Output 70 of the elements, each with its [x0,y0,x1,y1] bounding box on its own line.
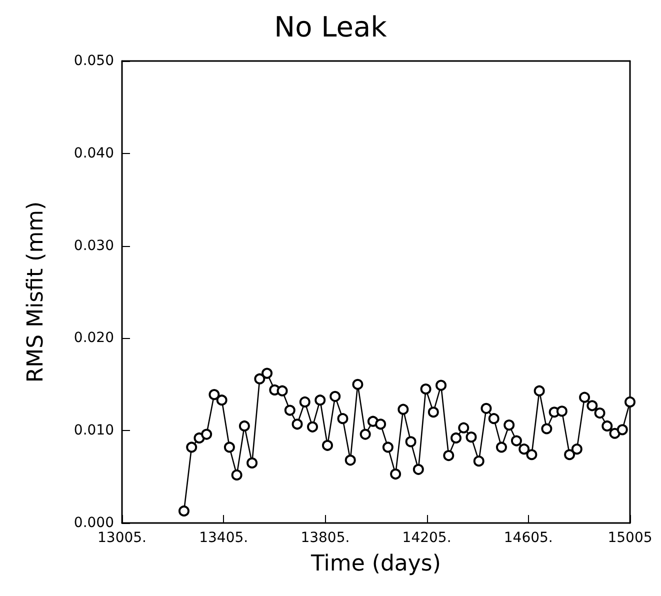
x-tick-label: 15005 [608,530,652,546]
y-axis-title: RMS Misfit (mm) [24,201,48,383]
point [602,420,613,432]
point [510,435,522,446]
point [428,406,439,418]
point [292,418,303,430]
point [208,389,220,400]
x-tick-label: 14605. [504,530,553,546]
point [322,440,333,451]
point [579,392,590,403]
point [466,432,477,443]
point [450,432,462,444]
point [586,400,598,412]
point [299,396,310,408]
point [382,442,394,453]
y-tick-label: 0.020 [74,330,114,346]
point [352,378,364,390]
point [526,449,538,460]
point [398,404,409,415]
point [571,444,582,455]
point [541,423,552,434]
point [405,436,416,448]
point [246,457,258,468]
y-tick-label: 0.010 [74,422,114,439]
x-tick-label: 14205. [402,530,452,546]
point [307,421,318,432]
point [420,384,432,395]
point [344,454,356,466]
point [436,380,447,391]
point [443,450,454,462]
point [201,428,212,440]
point [534,385,545,396]
point [594,408,606,419]
chart-title: No Leak [274,10,388,44]
point [330,390,341,402]
point [616,424,628,436]
point [624,396,636,408]
point [412,464,424,475]
x-tick-label: 13005. [98,530,146,546]
point [178,505,190,516]
point [186,442,198,453]
y-tick-label: 0.000 [74,515,114,531]
point [224,442,235,453]
point [231,469,242,480]
point [480,402,492,414]
y-tick-label: 0.050 [74,53,114,69]
point [276,385,288,396]
point [564,449,576,460]
x-tick-label: 13805. [300,530,350,546]
point [458,422,470,434]
x-axis-title: Time (days) [310,552,441,576]
x-tick-label: 13405. [199,530,248,546]
point [262,368,273,379]
point [375,418,386,430]
point [238,420,250,432]
point [496,442,507,453]
point [284,404,296,416]
point [314,394,326,406]
point [360,428,371,440]
point [488,413,500,424]
y-tick-label: 0.030 [74,238,114,254]
point [473,456,484,467]
point [518,444,530,455]
point [504,420,515,431]
point [556,406,568,417]
point [254,373,266,384]
point [390,468,402,480]
point [216,394,228,406]
y-tick-label: 0.040 [74,145,114,162]
point [337,413,348,424]
